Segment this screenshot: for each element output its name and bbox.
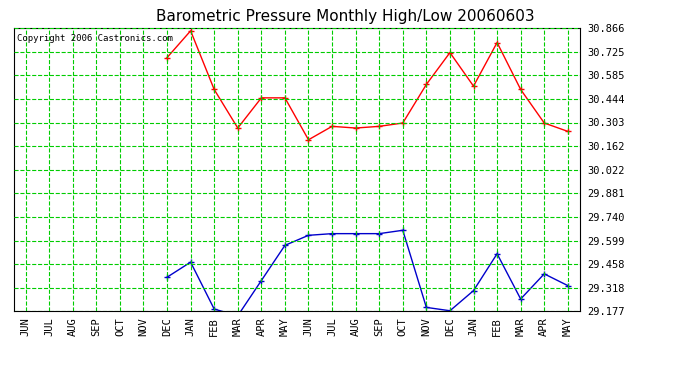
Text: Copyright 2006 Castronics.com: Copyright 2006 Castronics.com <box>17 34 172 43</box>
Text: Barometric Pressure Monthly High/Low 20060603: Barometric Pressure Monthly High/Low 200… <box>156 9 534 24</box>
